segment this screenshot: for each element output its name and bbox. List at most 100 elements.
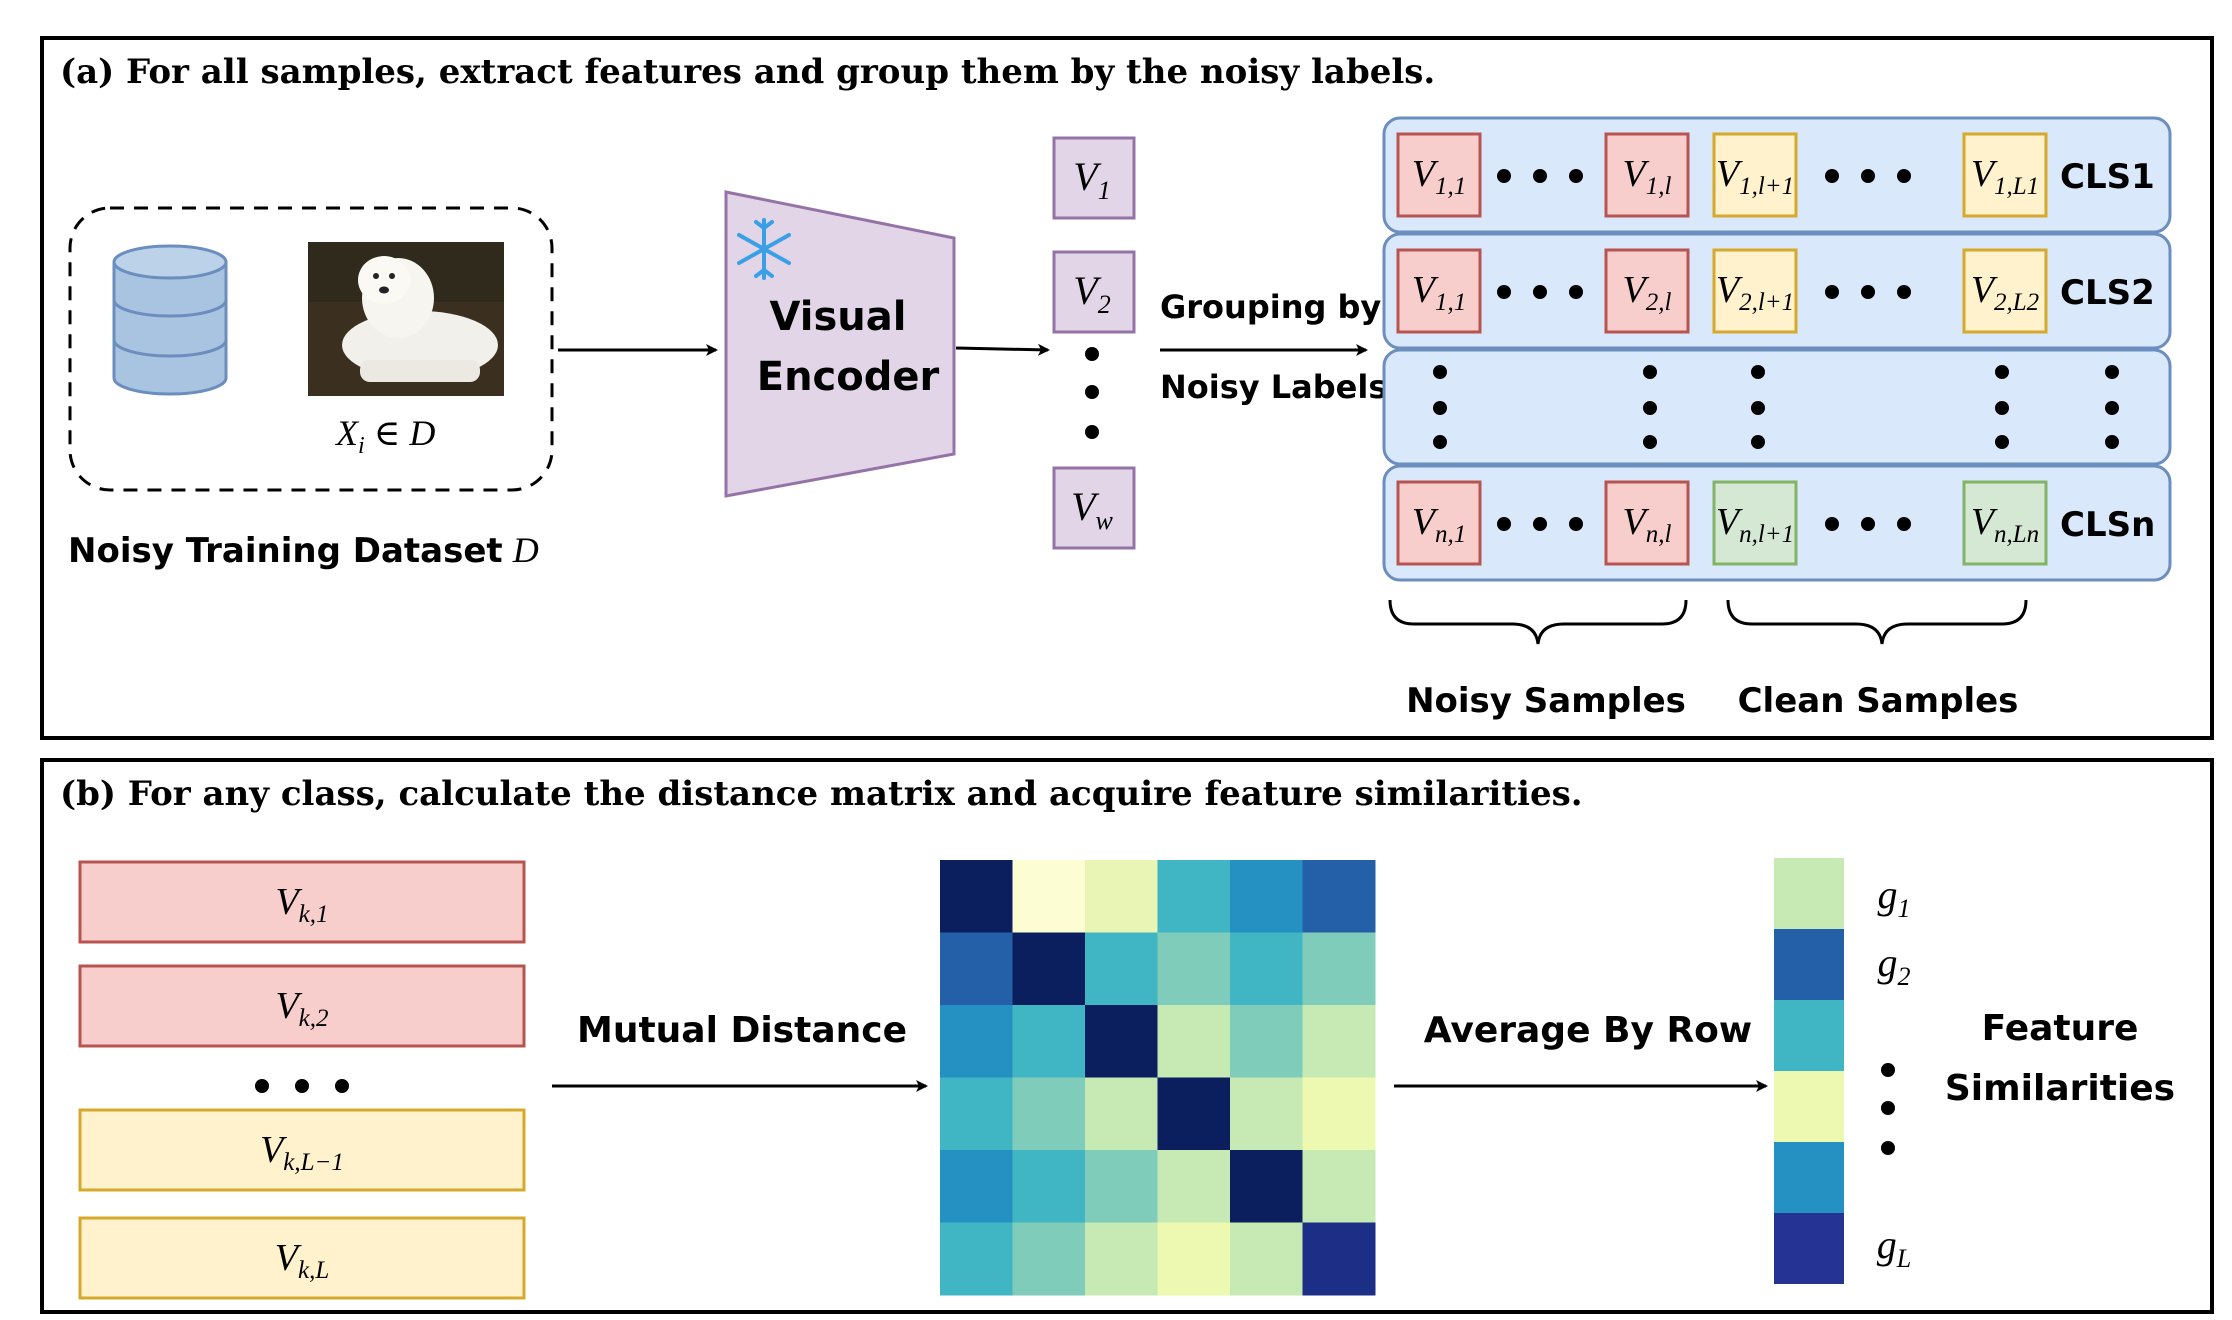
heatmap-cell [940, 1150, 1013, 1223]
similarity-label: g2 [1878, 940, 1911, 991]
ellipsis-dot [1433, 435, 1447, 449]
panel-b-title: (b) For any class, calculate the distanc… [60, 774, 1583, 814]
feature-vector-label: V2 [1073, 268, 1110, 319]
noisy-samples-label: Noisy Samples [1406, 681, 1686, 721]
heatmap-cell [1230, 1077, 1303, 1151]
heatmap-cell [1085, 1222, 1158, 1296]
noisy-brace [1388, 599, 1688, 645]
heatmap-cell [940, 860, 1013, 933]
ellipsis-dot [255, 1079, 269, 1093]
sample-feature-cell [1396, 480, 1482, 566]
sample-feature-cell [1712, 480, 1798, 566]
ellipsis-dot [1643, 401, 1657, 415]
ellipsis-dot [1897, 169, 1911, 183]
sample-feature-label: Vn,l [1623, 501, 1672, 548]
heatmap-cell [1302, 1005, 1376, 1078]
ellipsis-dot [1995, 435, 2009, 449]
heatmap-cell [1157, 860, 1231, 933]
dog-photo [308, 242, 504, 396]
ellipsis-dot [1569, 169, 1583, 183]
output-label-line2: Similarities [1945, 1068, 2175, 1109]
distance-matrix-heatmap [940, 860, 1376, 1296]
sample-feature-label: V1,l+1 [1716, 153, 1794, 200]
average-cell [1774, 858, 1844, 929]
class-feature-label: Vk,1 [275, 881, 328, 928]
heatmap-cell [1012, 1222, 1086, 1296]
sample-feature-cell [1604, 132, 1690, 218]
ellipsis-dot [1569, 517, 1583, 531]
class-feature-label: Vk,L [275, 1237, 329, 1284]
feature-vector-box [1052, 136, 1136, 220]
sample-feature-label: V1,l [1623, 153, 1672, 200]
ellipsis-dot [1533, 285, 1547, 299]
ellipsis-dot [1643, 435, 1657, 449]
feature-vector-box [1052, 250, 1136, 334]
grouping-label-line2: Noisy Labels [1160, 368, 1387, 406]
heatmap-cell [1012, 1150, 1086, 1223]
ellipsis-dot [2105, 435, 2119, 449]
heatmap-cell [1230, 932, 1303, 1006]
ellipsis-dot [1825, 285, 1839, 299]
ellipsis-dot [1825, 169, 1839, 183]
ellipsis-dot [2105, 365, 2119, 379]
average-cell [1774, 1213, 1844, 1284]
average-cell [1774, 1071, 1844, 1142]
heatmap-cell [1230, 1150, 1303, 1223]
heatmap-cell [1085, 1077, 1158, 1151]
sample-feature-cell [1604, 480, 1690, 566]
heatmap-cell [1012, 1077, 1086, 1151]
heatmap-cell [1012, 1005, 1086, 1078]
ellipsis-dot [1497, 285, 1511, 299]
ellipsis-dot [1085, 385, 1099, 399]
database-icon [112, 244, 228, 396]
class-feature-box [78, 1108, 526, 1192]
ellipsis-dot [1751, 365, 1765, 379]
sample-feature-label: V2,l [1623, 269, 1672, 316]
heatmap-cell [1302, 932, 1376, 1006]
ellipsis-dot [1085, 347, 1099, 361]
sample-feature-cell [1396, 132, 1482, 218]
ellipsis-dot [1751, 401, 1765, 415]
heatmap-cell [1012, 860, 1086, 933]
sample-feature-label: V1,L1 [1971, 153, 2039, 200]
grouping-label-line1: Grouping by [1160, 288, 1381, 326]
snowflake-icon [737, 218, 791, 280]
heatmap-cell [1085, 860, 1158, 933]
ellipsis-dot [1533, 517, 1547, 531]
sample-label: Xi ∈ D [334, 413, 435, 459]
average-similarity-column [1774, 858, 1844, 1284]
ellipsis-dot [1881, 1063, 1895, 1077]
ellipsis-dot [1881, 1101, 1895, 1115]
heatmap-cell [1230, 860, 1303, 933]
class-feature-list: Vk,1 Vk,2 Vk,L−1 Vk,L [78, 860, 526, 1300]
average-cell [1774, 929, 1844, 1000]
average-cell [1774, 1142, 1844, 1213]
ellipsis-dot [335, 1079, 349, 1093]
sample-feature-label: Vn,1 [1412, 501, 1466, 548]
class-label: CLSn [2060, 505, 2155, 545]
clean-brace [1726, 599, 2028, 645]
sample-feature-cell [1962, 248, 2048, 334]
ellipsis-dot [295, 1079, 309, 1093]
ellipsis-dot [1995, 365, 2009, 379]
ellipsis-dot [1881, 1141, 1895, 1155]
feature-vector-label: Vw [1071, 484, 1113, 535]
heatmap-cell [940, 1005, 1013, 1078]
arrow-encoder-features [955, 343, 1050, 356]
sample-feature-cell [1604, 248, 1690, 334]
heatmap-cell [940, 1077, 1013, 1151]
ellipsis-dot [1433, 365, 1447, 379]
encoder-label-line2: Encoder [757, 354, 940, 400]
heatmap-cell [1157, 1005, 1231, 1078]
ellipsis-dot [1497, 517, 1511, 531]
heatmap-cell [1157, 1150, 1231, 1223]
output-label-line1: Feature [1982, 1008, 2139, 1049]
class-row [1382, 348, 2172, 466]
panel-b-frame [40, 758, 2214, 1314]
class-feature-label: Vk,L−1 [260, 1129, 344, 1176]
ellipsis-dot [1861, 517, 1875, 531]
heatmap-cell [1085, 1005, 1158, 1078]
heatmap-cell [1302, 1150, 1376, 1223]
heatmap-cell [940, 1222, 1013, 1296]
